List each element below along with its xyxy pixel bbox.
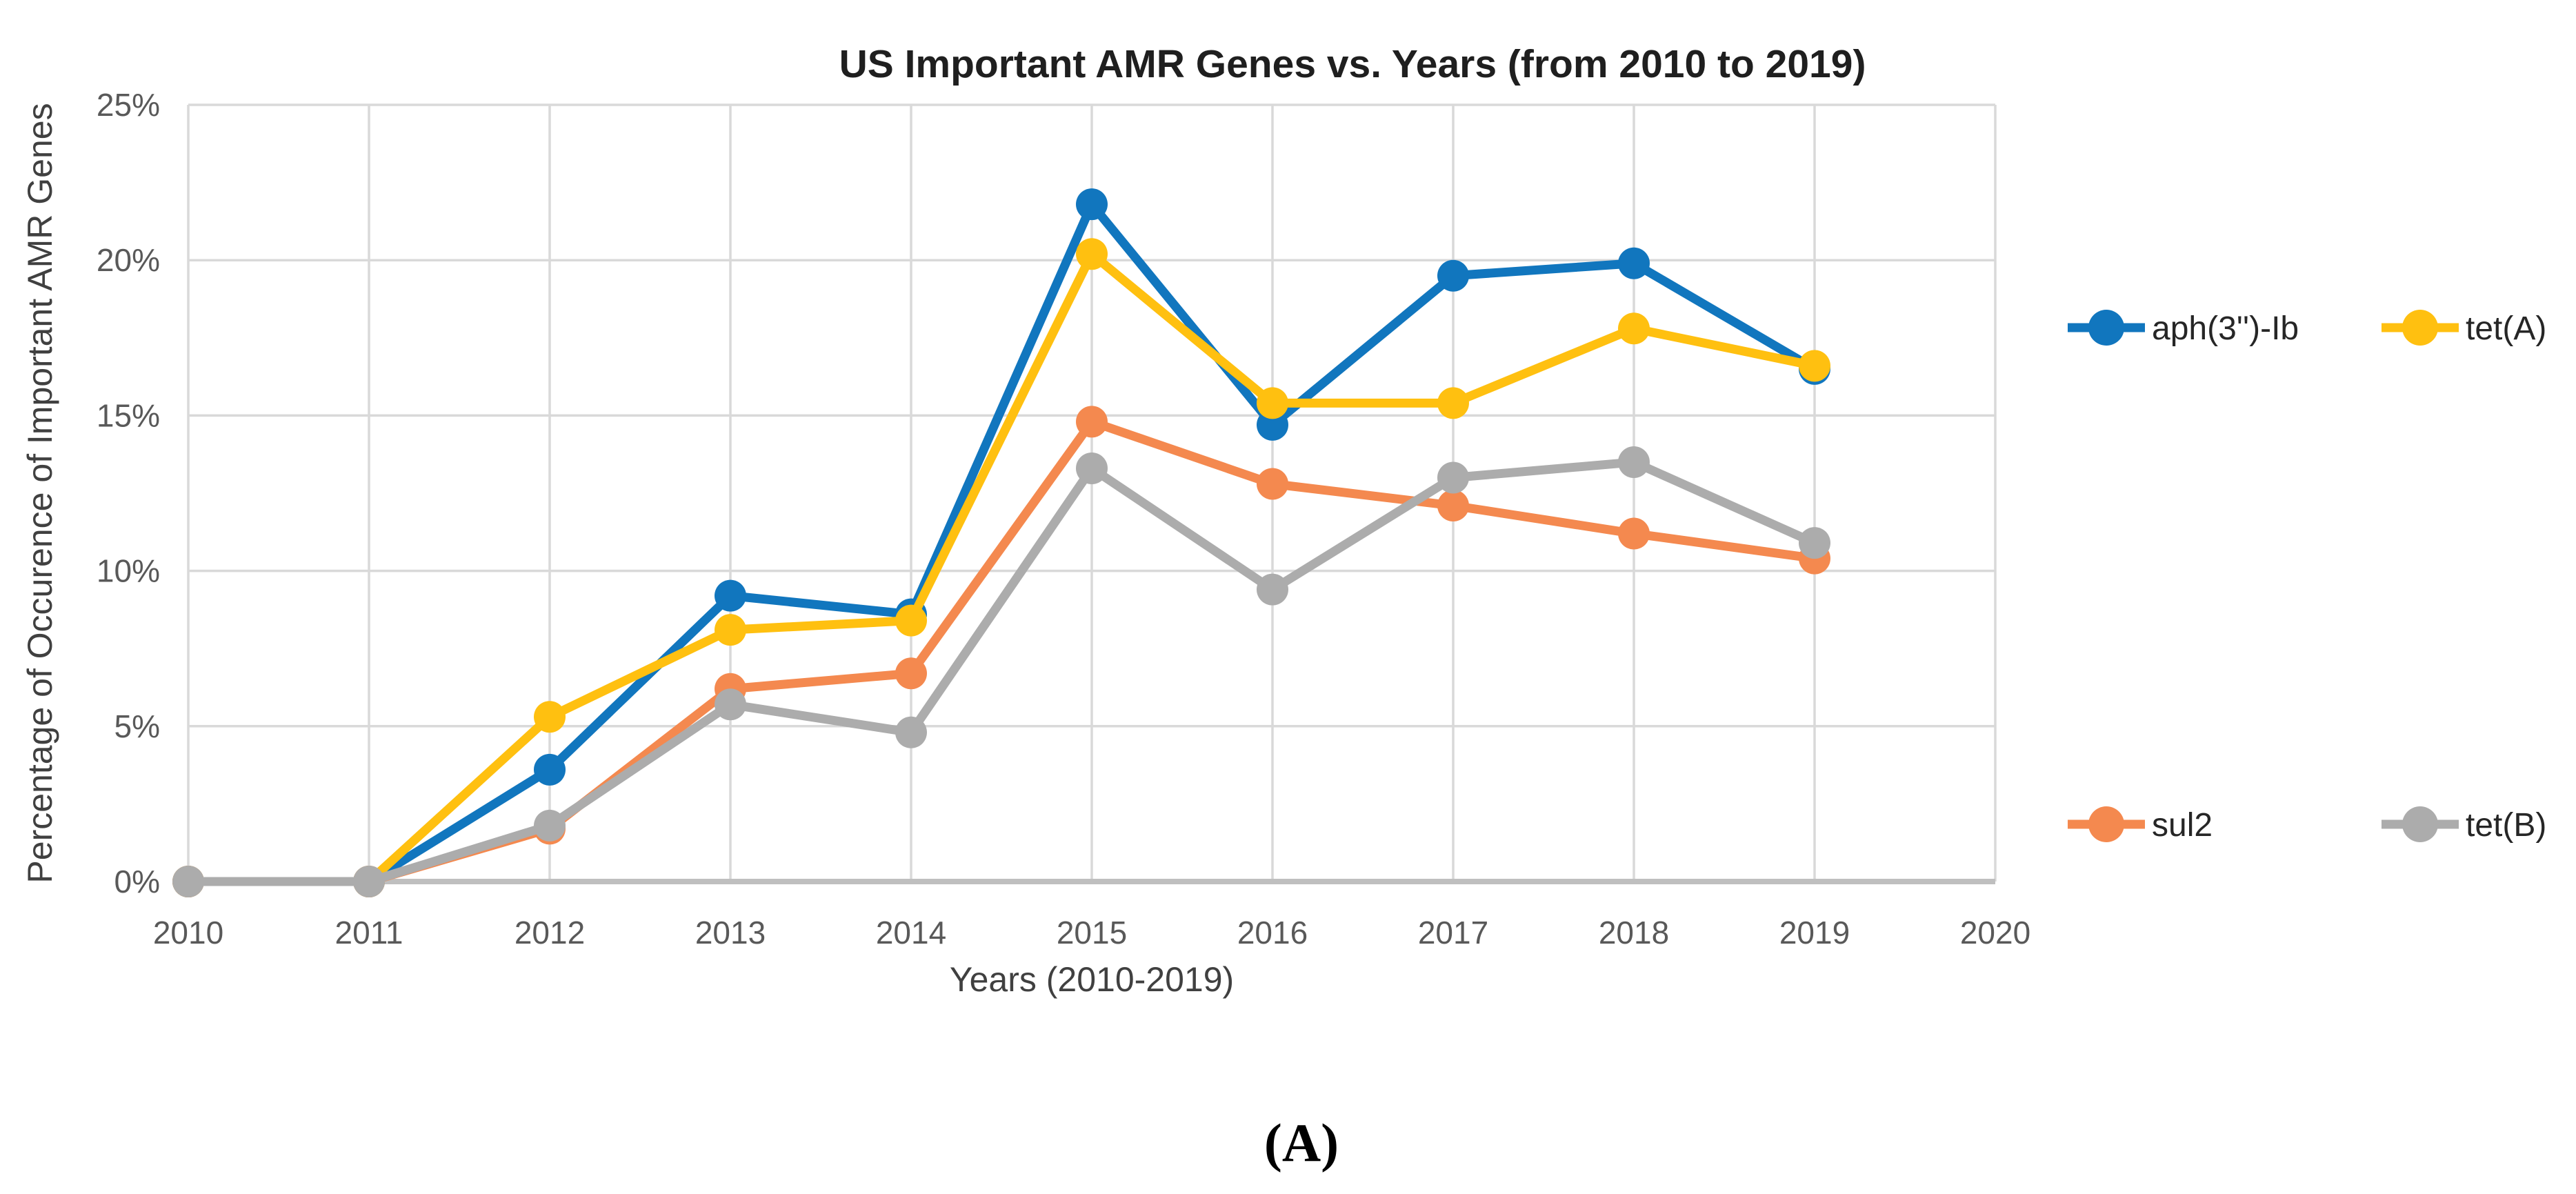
chart-title: US Important AMR Genes vs. Years (from 2…	[839, 42, 1866, 86]
legend-item-sul2: sul2	[2068, 806, 2213, 844]
y-tick-15: 15%	[97, 397, 160, 433]
series-line-aph-3-ib	[183, 199, 1819, 886]
legend-marker-sul2	[2088, 806, 2124, 842]
series-sul2	[172, 406, 1830, 897]
x-tick-2012: 2012	[515, 915, 585, 951]
data-point-sul2-2018	[1618, 517, 1650, 550]
data-point-tet-b-2017	[1437, 461, 1469, 494]
data-point-sul2-2015	[1076, 406, 1108, 438]
data-series	[172, 188, 1830, 897]
legend-item-tet-b: tet(B)	[2382, 806, 2546, 844]
data-point-tet-b-2012	[534, 809, 566, 842]
legend-marker-tet-b	[2402, 806, 2438, 842]
legend-label-tet-a: tet(A)	[2466, 310, 2546, 347]
series-tet-a	[172, 238, 1830, 897]
data-point-tet-a-2012	[534, 701, 566, 733]
legend-label-sul2: sul2	[2152, 807, 2213, 844]
data-point-aph-3-ib-2015	[1076, 188, 1108, 221]
x-tick-2019: 2019	[1779, 915, 1850, 951]
data-point-tet-a-2018	[1618, 312, 1650, 345]
data-point-tet-b-2018	[1618, 446, 1650, 478]
x-tick-2016: 2016	[1237, 915, 1308, 951]
x-tick-2020: 2020	[1960, 915, 2030, 951]
panel-caption: (A)	[1264, 1113, 1339, 1173]
data-point-tet-a-2013	[715, 614, 746, 646]
data-point-aph-3-ib-2018	[1618, 247, 1650, 279]
data-point-aph-3-ib-2017	[1437, 259, 1469, 292]
series-tet-b	[172, 446, 1830, 897]
data-point-tet-a-2015	[1076, 238, 1108, 270]
y-tick-20: 20%	[97, 242, 160, 278]
data-point-tet-b-2019	[1799, 527, 1830, 559]
y-tick-10: 10%	[97, 553, 160, 589]
data-point-aph-3-ib-2013	[715, 579, 746, 612]
data-point-aph-3-ib-2016	[1257, 408, 1288, 441]
gridlines	[187, 103, 1997, 882]
data-point-tet-a-2017	[1437, 387, 1469, 419]
y-tick-0: 0%	[114, 864, 160, 899]
data-point-tet-b-2014	[895, 716, 927, 748]
data-point-tet-a-2014	[895, 604, 927, 637]
legend-item-aph-3-ib: aph(3'')-Ib	[2068, 310, 2299, 347]
data-point-tet-b-2015	[1076, 452, 1108, 484]
data-point-tet-a-2016	[1257, 387, 1288, 419]
data-point-sul2-2014	[895, 657, 927, 690]
legend-label-tet-b: tet(B)	[2466, 807, 2546, 844]
y-tick-5: 5%	[114, 708, 160, 744]
x-tick-2018: 2018	[1599, 915, 1669, 951]
x-tick-2011: 2011	[335, 915, 403, 951]
data-point-aph-3-ib-2012	[534, 753, 566, 786]
y-tick-25: 25%	[97, 87, 160, 123]
legend-marker-aph-3-ib	[2088, 310, 2124, 346]
legend-marker-tet-a	[2402, 310, 2438, 346]
data-point-tet-b-2010	[172, 866, 204, 897]
legend-item-tet-a: tet(A)	[2382, 310, 2546, 347]
x-tick-2013: 2013	[695, 915, 766, 951]
x-tick-2010: 2010	[153, 915, 223, 951]
legend: aph(3'')-Ib tet(A) sul2 tet(B)	[2068, 310, 2546, 844]
data-point-tet-a-2019	[1799, 350, 1830, 382]
data-point-tet-b-2016	[1257, 573, 1288, 606]
data-point-tet-b-2011	[353, 866, 385, 897]
legend-label-aph-3-ib: aph(3'')-Ib	[2152, 310, 2299, 347]
x-tick-2015: 2015	[1057, 915, 1127, 951]
data-point-tet-b-2013	[715, 688, 746, 721]
x-tick-2014: 2014	[876, 915, 946, 951]
series-line-sul2	[183, 417, 1819, 886]
x-tick-2017: 2017	[1418, 915, 1488, 951]
data-point-sul2-2016	[1257, 468, 1288, 500]
series-line-tet-a	[183, 249, 1819, 886]
series-line-tet-b	[183, 457, 1819, 886]
y-axis-title: Percentage of Occurence of Important AMR…	[21, 103, 59, 883]
x-axis-title: Years (2010-2019)	[950, 960, 1234, 999]
tick-labels: 0% 5% 10% 15% 20% 25% 2010 2011 2012 2013 2014 2015…	[97, 87, 2030, 951]
data-point-sul2-2017	[1437, 490, 1469, 522]
